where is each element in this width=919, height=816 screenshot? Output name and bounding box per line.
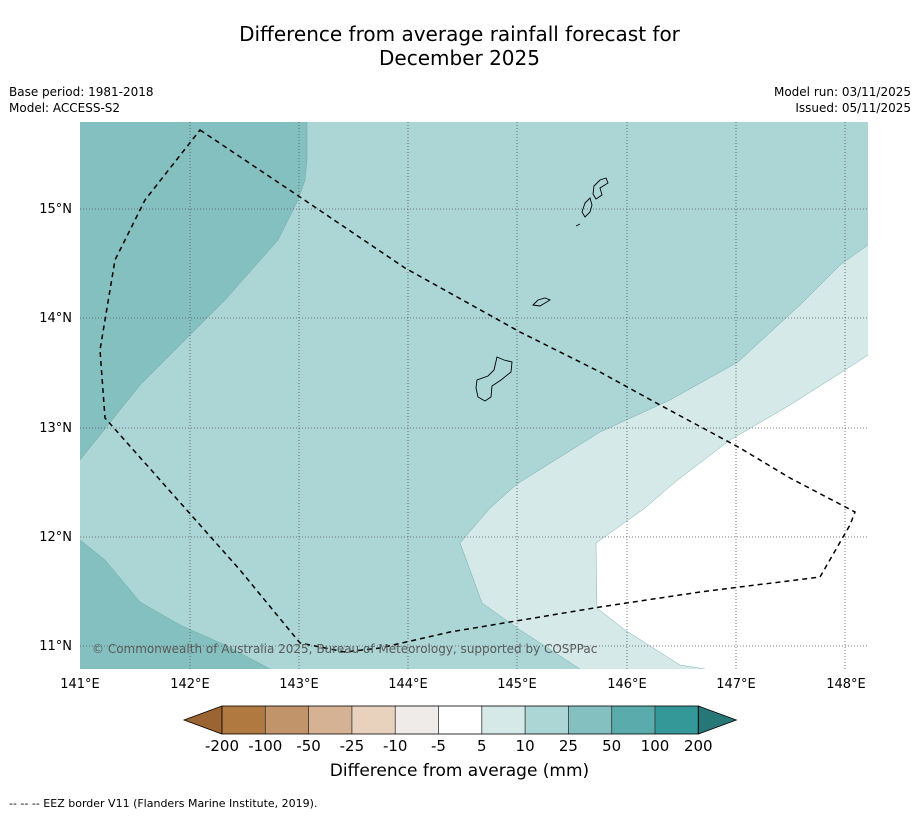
colorbar-swatch	[568, 706, 612, 734]
colorbar-extend-high	[697, 705, 738, 735]
colorbar-tick-label: -50	[296, 737, 321, 755]
island-aguijan	[575, 223, 581, 227]
colorbar: -200 -100 -50 -25 -10 -5 5 10 25 50 100 200	[182, 705, 738, 755]
lon-label: 148°E	[826, 677, 866, 692]
model-name: Model: ACCESS-S2	[9, 101, 121, 115]
lon-label: 145°E	[497, 677, 537, 692]
colorbar-tick-label: -200	[205, 737, 239, 755]
islands	[475, 177, 609, 402]
colorbar-tick-label: -25	[340, 737, 365, 755]
lat-label: 13°N	[39, 421, 72, 436]
colorbar-tick-label: -100	[248, 737, 282, 755]
colorbar-title: Difference from average (mm)	[329, 761, 590, 781]
colorbar-swatch	[655, 706, 699, 734]
colorbar-extend-low	[182, 705, 223, 735]
lon-label: 147°E	[716, 677, 756, 692]
map-gridlines	[80, 122, 868, 669]
colorbar-tick-label: 50	[602, 737, 621, 755]
colorbar-tick-label: 5	[477, 737, 487, 755]
eez-border-line	[99, 128, 856, 653]
island-guam	[475, 356, 513, 402]
colorbar-swatch	[395, 706, 439, 734]
lat-label: 15°N	[39, 202, 72, 217]
anomaly-region-neutral	[596, 355, 868, 669]
lon-label: 141°E	[60, 677, 100, 692]
title-line-2: December 2025	[379, 46, 540, 70]
lat-label: 14°N	[39, 311, 72, 326]
colorbar-swatch	[222, 706, 266, 734]
copyright-text: © Commonwealth of Australia 2025, Bureau…	[92, 642, 597, 656]
colorbar-tick-label: -5	[431, 737, 446, 755]
colorbar-tick-label: -10	[383, 737, 408, 755]
colorbar-swatch	[525, 706, 569, 734]
lat-labels: 15°N 14°N 13°N 12°N 11°N	[39, 202, 72, 654]
colorbar-swatch	[265, 706, 309, 734]
meta-left: Base period: 1981-2018 Model: ACCESS-S2	[9, 84, 154, 116]
colorbar-swatch	[308, 706, 352, 734]
colorbar-swatch	[481, 706, 526, 734]
island-saipan	[592, 177, 609, 200]
island-rota	[532, 297, 552, 307]
model-run: Model run: 03/11/2025	[773, 85, 911, 99]
colorbar-swatch	[438, 706, 482, 734]
eez-legend: -- -- -- EEZ border V11 (Flanders Marine…	[9, 797, 318, 810]
anomaly-region-25-50-north	[80, 122, 307, 460]
lon-label: 142°E	[170, 677, 210, 692]
title-line-1: Difference from average rainfall forecas…	[239, 22, 680, 46]
colorbar-outline	[221, 705, 699, 735]
map-area: © Commonwealth of Australia 2025, Bureau…	[80, 122, 868, 669]
lon-label: 144°E	[388, 677, 428, 692]
island-tinian	[581, 197, 593, 218]
anomaly-region-25-50-south	[80, 540, 270, 669]
lat-label: 11°N	[39, 639, 72, 654]
meta-right: Model run: 03/11/2025 Issued: 05/11/2025	[774, 84, 911, 116]
lon-label: 143°E	[279, 677, 319, 692]
colorbar-tick-label: 100	[641, 737, 670, 755]
lon-label: 146°E	[607, 677, 647, 692]
issued-date: Issued: 05/11/2025	[795, 101, 911, 115]
colorbar-swatch	[611, 706, 655, 734]
base-period: Base period: 1981-2018	[9, 85, 154, 99]
lat-label: 12°N	[39, 530, 72, 545]
colorbar-tick-label: 25	[559, 737, 578, 755]
lon-labels: 141°E 142°E 143°E 144°E 145°E 146°E 147°…	[60, 677, 866, 692]
chart-title: Difference from average rainfall forecas…	[0, 22, 919, 70]
colorbar-tick-label: 200	[684, 737, 713, 755]
colorbar-tick-label: 10	[516, 737, 535, 755]
colorbar-swatch	[351, 706, 396, 734]
